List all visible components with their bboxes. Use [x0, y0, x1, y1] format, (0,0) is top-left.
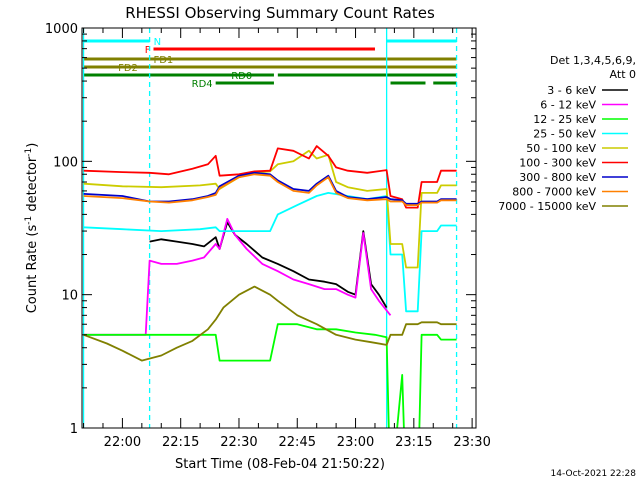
legend: Det 1,3,4,5,6,9, Att 0 3 - 6 keV 6 - 12 k…: [498, 54, 636, 213]
legend-label: 800 - 7000 keV: [512, 186, 596, 199]
axes: 1 10 100 1000 22:00 22:15 22:30 22:45 23:00 23:15…: [45, 22, 491, 450]
y-tick-label: 10: [61, 289, 78, 304]
flag-bar-label: F: [145, 45, 151, 56]
y-tick-label: 100: [53, 155, 78, 170]
legend-label: 6 - 12 keV: [540, 99, 596, 112]
legend-header-line-2: Att 0: [610, 68, 636, 81]
x-tick-label: 23:30: [453, 435, 490, 450]
flag-bar-label: N: [154, 37, 161, 48]
flag-bar-label: FD2: [118, 63, 138, 74]
y-axis-label-tail: detector: [25, 156, 40, 216]
legend-label: 25 - 50 keV: [533, 128, 596, 141]
legend-label: 7000 - 15000 keV: [498, 200, 596, 213]
x-tick-label: 22:30: [220, 435, 257, 450]
y-axis-label-close: ): [25, 143, 40, 148]
series-line: [83, 173, 457, 207]
y-tick-label: 1000: [45, 22, 78, 37]
flag-bar-label: RD4: [192, 79, 213, 90]
legend-header-line-1: Det 1,3,4,5,6,9,: [550, 54, 636, 67]
y-axis-label-sup: -1: [24, 216, 34, 225]
x-tick-label: 23:15: [395, 435, 432, 450]
y-axis-label-text: Count Rate (s: [25, 225, 40, 314]
legend-label: 50 - 100 keV: [526, 142, 596, 155]
series-lines: [83, 145, 457, 428]
series-line: [83, 191, 457, 313]
vertical-markers: [82, 28, 458, 428]
y-axis-label: Count Rate (s-1 detector-1): [24, 143, 40, 314]
series-line: [83, 217, 392, 336]
legend-label: 100 - 300 keV: [519, 157, 596, 170]
series-line: [83, 145, 457, 209]
footer-date: 14-Oct-2021 22:28: [551, 469, 637, 479]
series-line: [83, 285, 457, 362]
series-line: [83, 149, 457, 269]
x-tick-label: 22:15: [162, 435, 199, 450]
legend-label: 12 - 25 keV: [533, 113, 596, 126]
legend-label: 300 - 800 keV: [519, 171, 596, 184]
chart-title: RHESSI Observing Summary Count Rates: [125, 4, 435, 22]
flag-bar-label: RD0: [231, 71, 252, 82]
y-tick-label: 1: [70, 422, 78, 437]
y-axis-label-sup2: -1: [24, 148, 34, 157]
x-axis-label: Start Time (08-Feb-04 21:50:22): [175, 457, 385, 472]
legend-label: 3 - 6 keV: [547, 84, 596, 97]
flag-bar-label: FD1: [153, 55, 173, 66]
x-tick-label: 22:45: [279, 435, 316, 450]
x-tick-label: 22:00: [104, 435, 141, 450]
series-line: [83, 171, 457, 205]
x-tick-label: 23:00: [337, 435, 374, 450]
plot-frame: [81, 27, 477, 429]
